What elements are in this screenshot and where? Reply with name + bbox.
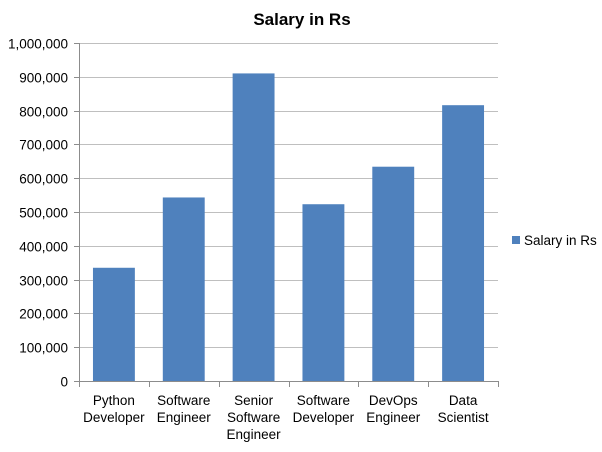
legend-label: Salary in Rs	[524, 233, 597, 248]
y-tick-label: 200,000	[19, 307, 68, 322]
bar	[92, 267, 135, 381]
x-axis-category-labels: Python Developer Software Engineer Senior Sof…	[83, 393, 489, 442]
bar	[162, 197, 205, 381]
axes	[79, 43, 499, 387]
x-category-label: Software Developer	[293, 393, 355, 425]
x-category-label: DevOps Engineer	[366, 393, 421, 425]
gridlines	[74, 43, 498, 382]
bar	[232, 73, 275, 382]
y-tick-label: 0	[60, 375, 68, 390]
y-tick-label: 300,000	[19, 274, 68, 289]
y-tick-label: 400,000	[19, 240, 68, 255]
x-category-label: Senior Software Engineer	[227, 393, 282, 442]
x-category-label: Data Scientist	[438, 393, 489, 425]
y-tick-label: 600,000	[19, 172, 68, 187]
chart-title: Salary in Rs	[253, 10, 350, 29]
bar	[302, 204, 345, 381]
y-tick-label: 500,000	[19, 206, 68, 221]
legend: Salary in Rs	[512, 233, 597, 248]
bars	[92, 73, 485, 382]
y-tick-label: 900,000	[19, 71, 68, 86]
bar	[442, 105, 485, 381]
y-tick-label: 700,000	[19, 138, 68, 153]
x-category-label: Python Developer	[83, 393, 145, 425]
legend-swatch	[512, 236, 520, 244]
x-category-label: Software Engineer	[157, 393, 212, 425]
y-tick-label: 800,000	[19, 105, 68, 120]
y-axis-tick-labels: 0 100,000 200,000 300,000 400,000 500,000 600,…	[8, 37, 68, 390]
y-tick-label: 1,000,000	[8, 37, 68, 52]
y-tick-label: 100,000	[19, 341, 68, 356]
bar	[372, 166, 415, 381]
